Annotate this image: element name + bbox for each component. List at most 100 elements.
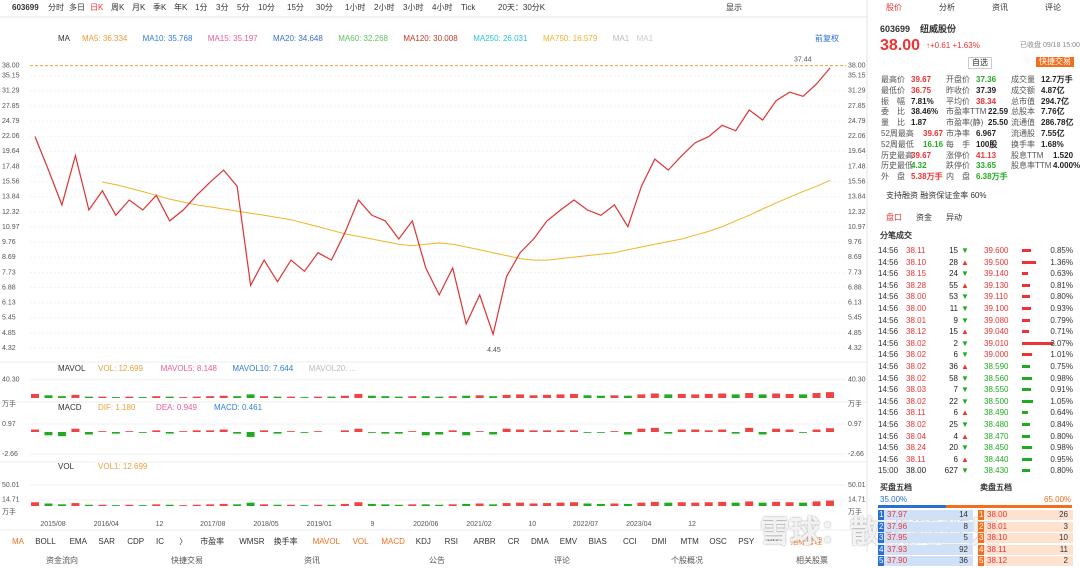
indicator-tab[interactable]: RSI [444, 537, 458, 546]
book-bar [1022, 388, 1032, 392]
indicator-tab[interactable]: 市盈率 [200, 537, 225, 546]
period-tab[interactable]: 2小时 [374, 3, 395, 12]
trade-time: 14:56 [878, 408, 899, 418]
period-tab[interactable]: 季K [153, 3, 167, 12]
level-bg [878, 510, 973, 520]
indicator-tab[interactable]: CDP [127, 537, 145, 546]
indicator-tab[interactable]: MTM [680, 537, 699, 546]
bid-title: 买盘五档 [880, 483, 912, 492]
bar [475, 503, 484, 506]
period-tab[interactable]: 月K [132, 3, 146, 12]
period-tab[interactable]: 30分 [316, 3, 333, 12]
indicator-tab[interactable]: DMI [651, 537, 667, 546]
period-tab[interactable]: 3小时 [403, 3, 424, 12]
indicator-tab[interactable]: WMSR [239, 537, 265, 546]
book-bar [1022, 423, 1031, 426]
indicator-tab[interactable]: 〉 [179, 537, 188, 546]
indicator-tab[interactable]: OSC [709, 537, 727, 546]
period-tab[interactable]: 3分 [216, 3, 229, 12]
bar [408, 504, 417, 506]
period-tab[interactable]: 20天：30分K [498, 3, 546, 12]
indicator-tab[interactable]: EMV [559, 537, 578, 546]
x-tick-label: 2023/04 [626, 521, 651, 528]
footer-link[interactable]: 公告 [429, 556, 445, 565]
y-tick-label: 10.97 [848, 224, 866, 231]
sub-tab[interactable]: 异动 [946, 213, 962, 222]
indicator-tab[interactable]: BIAS [588, 537, 607, 546]
watch-button[interactable]: 自选 [968, 57, 992, 69]
stat-label: 市净率 [946, 129, 970, 138]
trade-button[interactable]: 快捷交易 [1036, 57, 1074, 67]
period-tab[interactable]: 多日 [69, 3, 85, 12]
trade-volume: 20 [949, 443, 958, 453]
bar [98, 431, 107, 432]
sub-tab[interactable]: 盘口 [886, 213, 902, 222]
indicator-tab[interactable]: MAVOL [312, 537, 341, 546]
stat-label: 最高价 [881, 75, 905, 84]
indicator-tab[interactable]: 指标管理 [790, 537, 823, 546]
trade-time: 14:56 [878, 385, 899, 395]
book-bar [1022, 469, 1030, 473]
period-tab[interactable]: 1分 [195, 3, 208, 12]
panel-tab[interactable]: 分析 [939, 3, 955, 12]
stat-value: 1.87 [911, 118, 927, 128]
indicator-tab[interactable]: CR [507, 537, 520, 546]
y-tick-label: 10.97 [2, 224, 20, 231]
footer-link[interactable]: 评论 [554, 556, 570, 565]
trade-volume: 9 [953, 315, 958, 325]
indicator-tab[interactable]: KDJ [415, 537, 431, 546]
period-tab[interactable]: 4小时 [432, 3, 453, 12]
footer-link[interactable]: 相关股票 [796, 556, 828, 565]
trade-arrow: ▼ [961, 420, 969, 429]
change: ↑+0.61 +1.63% [926, 41, 980, 50]
sub-tab[interactable]: 资金 [916, 213, 932, 222]
level-volume: 3 [1063, 521, 1068, 531]
indicator-tab[interactable]: EMA [69, 537, 87, 546]
panel-tab[interactable]: 资讯 [992, 3, 1008, 12]
indicator-tab[interactable]: DMA [531, 537, 549, 546]
indicator-tab[interactable]: CCI [623, 537, 637, 546]
x-tick-label: 2020/06 [413, 521, 438, 528]
bar [745, 427, 754, 432]
period-tab[interactable]: 5分 [237, 3, 250, 12]
footer-link[interactable]: 资讯 [304, 556, 320, 565]
footer-link[interactable]: 个股概况 [671, 556, 703, 565]
period-tab[interactable]: 1小时 [345, 3, 366, 12]
indicator-tab[interactable]: VOL [352, 537, 369, 546]
x-tick-label: 2017/08 [200, 521, 225, 528]
display-menu[interactable]: 显示 [726, 3, 742, 12]
adjust-button[interactable]: 前复权 [815, 34, 839, 43]
period-tab[interactable]: 10分 [258, 3, 275, 12]
bar [691, 429, 700, 432]
indicator-tab[interactable]: MACD [381, 537, 405, 546]
book-pct: 0.63% [1050, 269, 1073, 279]
indicator-tab[interactable]: VR [767, 537, 779, 546]
period-tab[interactable]: 15分 [287, 3, 304, 12]
indicator-tab[interactable]: ARBR [473, 537, 496, 546]
indicator-tab[interactable]: BOLL [35, 537, 56, 546]
level-bg [878, 533, 973, 543]
bar [475, 395, 484, 398]
indicator-tab[interactable]: PSY [738, 537, 755, 546]
period-tab[interactable]: 分时 [48, 3, 64, 12]
period-tab[interactable]: 年K [174, 3, 188, 12]
panel-tab[interactable]: 股价 [886, 3, 902, 12]
indicator-tab[interactable]: 换手率 [273, 537, 298, 546]
period-tab[interactable]: 日K [90, 3, 104, 12]
indicator-tab[interactable]: MA [12, 537, 24, 546]
bar [381, 432, 390, 434]
period-tab[interactable]: 周K [111, 3, 125, 12]
stat-label: 每 手 [946, 139, 970, 149]
indicator-tab[interactable]: SAR [98, 537, 115, 546]
panel-name: VOL [58, 462, 75, 471]
stat-value: 100股 [976, 139, 998, 149]
trade-price: 38.04 [906, 431, 927, 441]
stat-value: 12.7万手 [1041, 75, 1073, 84]
footer-link[interactable]: 快捷交易 [171, 556, 203, 565]
bar [367, 432, 376, 433]
panel-tab[interactable]: 评论 [1045, 3, 1061, 12]
indicator-tab[interactable]: IC [156, 537, 164, 546]
period-tab[interactable]: Tick [461, 3, 476, 12]
footer-link[interactable]: 资金流向 [46, 556, 78, 565]
bar [570, 430, 578, 432]
